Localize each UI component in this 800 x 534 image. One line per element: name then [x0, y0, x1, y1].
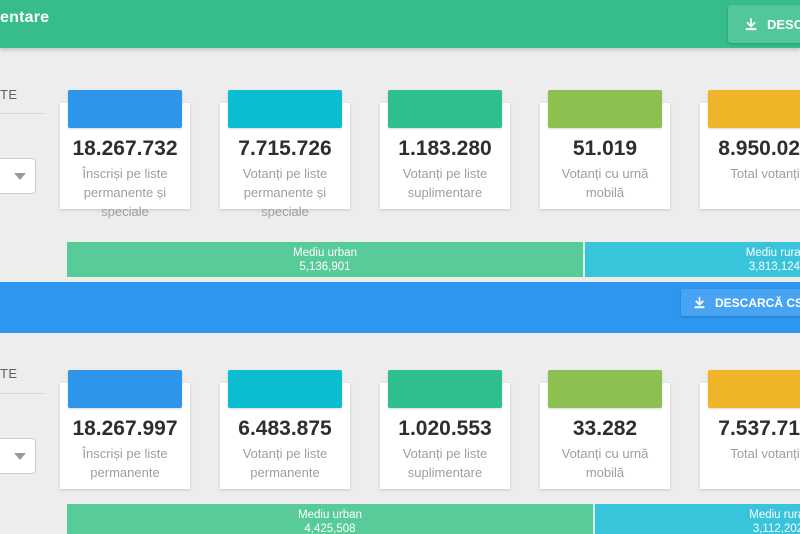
- stat-card-permanent-voters-2: 6.483.875 Votanți pe liste permanente: [220, 370, 350, 489]
- urban-value: 4,425,508: [304, 522, 356, 534]
- card-color-chip: [388, 90, 502, 128]
- stat-value: 1.020.553: [398, 417, 492, 440]
- filter-divider-1: [0, 113, 46, 114]
- stat-value: 7.537.710: [718, 417, 800, 440]
- rural-segment: Mediu rural 3,112,202: [595, 504, 800, 534]
- rural-value: 3,813,124: [748, 260, 800, 273]
- download-csv-button-top[interactable]: DESCARCĂ CSV: [728, 5, 800, 43]
- stat-value: 1.183.280: [398, 137, 492, 160]
- csv-download-band: DESCARCĂ CSV: [0, 282, 800, 333]
- rural-label: Mediu rural: [749, 508, 800, 521]
- stat-card-total-voters-2: 7.537.710 Total votanți: [700, 370, 800, 489]
- stat-value: 18.267.732: [72, 137, 178, 160]
- rural-label: Mediu rural: [745, 246, 800, 259]
- card-color-chip: [548, 370, 662, 408]
- urban-label: Mediu urban: [293, 246, 357, 259]
- county-filter-select-2[interactable]: [0, 438, 36, 474]
- download-csv-label: DESCARCĂ CSV: [715, 295, 800, 310]
- download-icon: [744, 17, 758, 31]
- stat-value: 6.483.875: [238, 417, 332, 440]
- card-color-chip: [228, 90, 342, 128]
- download-icon: [693, 296, 706, 309]
- stat-label: Înscriși pe liste permanente: [82, 446, 168, 480]
- stat-label: Votanți cu urnă mobilă: [561, 166, 649, 200]
- card-color-chip: [228, 370, 342, 408]
- urban-segment: Mediu urban 4,425,508: [67, 504, 595, 534]
- card-color-chip: [548, 90, 662, 128]
- card-color-chip: [708, 90, 800, 128]
- stat-value: 33.282: [572, 417, 638, 440]
- stat-label: Total votanți: [730, 446, 800, 461]
- stat-card-registered-1: 18.267.732 Înscriși pe liste permanente …: [60, 90, 190, 219]
- rural-value: 3,112,202: [752, 522, 800, 534]
- chevron-down-icon: [14, 172, 26, 180]
- stat-value: 7.715.726: [238, 137, 332, 160]
- stat-label: Votanți pe liste suplimentare: [402, 446, 488, 480]
- county-filter-select-1[interactable]: [0, 158, 36, 194]
- urban-rural-bar-2: Mediu urban 4,425,508 Mediu rural 3,112,…: [67, 504, 800, 534]
- download-csv-button[interactable]: DESCARCĂ CSV: [681, 289, 800, 316]
- urban-value: 5,136,901: [299, 260, 351, 273]
- stat-label: Înscriși pe liste permanente și speciale: [82, 166, 168, 219]
- stat-value: 18.267.997: [72, 417, 178, 440]
- stat-value: 8.950.025: [718, 137, 800, 160]
- filter-label-1: TE: [0, 87, 18, 102]
- urban-rural-bar-1: Mediu urban 5,136,901 Mediu rural 3,813,…: [67, 242, 800, 277]
- stat-label: Votanți cu urnă mobilă: [561, 446, 649, 480]
- rural-segment: Mediu rural 3,813,124: [585, 242, 800, 277]
- chevron-down-icon: [14, 452, 26, 460]
- stat-label: Votanți pe liste suplimentare: [402, 166, 488, 200]
- stat-label: Total votanți: [730, 166, 800, 181]
- card-color-chip: [708, 370, 800, 408]
- urban-label: Mediu urban: [298, 508, 362, 521]
- card-color-chip: [388, 370, 502, 408]
- stat-label: Votanți pe liste permanente: [242, 446, 328, 480]
- filter-divider-2: [0, 393, 46, 394]
- stat-card-supplementary-voters-1: 1.183.280 Votanți pe liste suplimentare: [380, 90, 510, 209]
- download-button-label: DESCARCĂ CSV: [767, 16, 800, 32]
- stat-value: 51.019: [572, 137, 638, 160]
- stat-card-total-voters-1: 8.950.025 Total votanți: [700, 90, 800, 209]
- urban-segment: Mediu urban 5,136,901: [67, 242, 585, 277]
- card-color-chip: [68, 90, 182, 128]
- section-header-bar: entare DESCARCĂ CSV: [0, 0, 800, 48]
- stat-card-permanent-voters-1: 7.715.726 Votanți pe liste permanente și…: [220, 90, 350, 219]
- stat-card-registered-2: 18.267.997 Înscriși pe liste permanente: [60, 370, 190, 489]
- stat-card-mobile-ballot-2: 33.282 Votanți cu urnă mobilă: [540, 370, 670, 489]
- stat-card-mobile-ballot-1: 51.019 Votanți cu urnă mobilă: [540, 90, 670, 209]
- card-color-chip: [68, 370, 182, 408]
- stat-label: Votanți pe liste permanente și speciale: [242, 166, 328, 219]
- page-title: entare: [0, 9, 50, 26]
- filter-label-2: TE: [0, 366, 18, 381]
- stat-card-supplementary-voters-2: 1.020.553 Votanți pe liste suplimentare: [380, 370, 510, 489]
